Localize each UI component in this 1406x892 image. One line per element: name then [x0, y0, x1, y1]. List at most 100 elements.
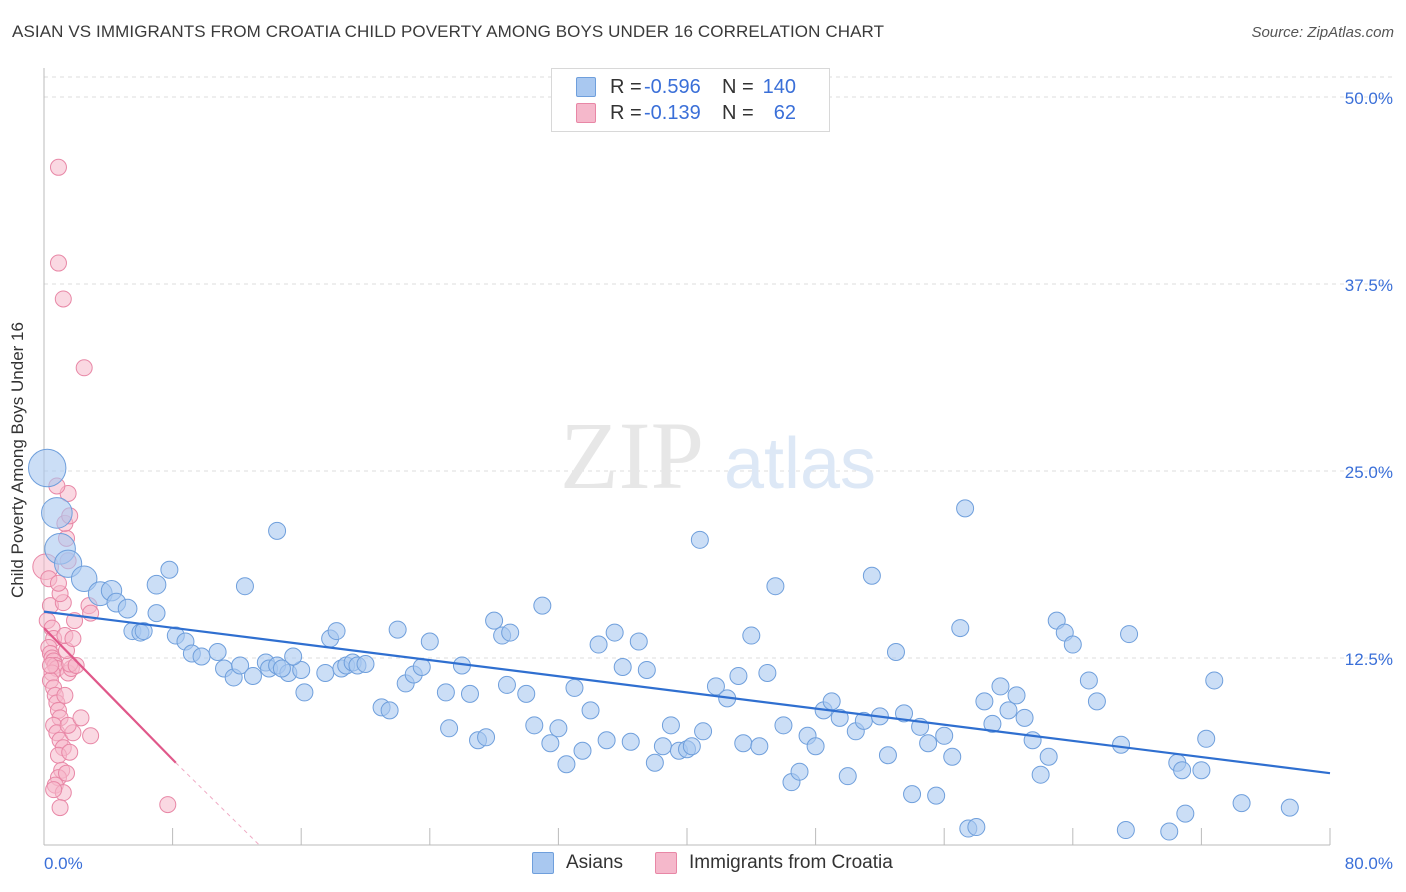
croatia-point — [72, 709, 90, 727]
chart-source: Source: ZipAtlas.com — [1251, 24, 1394, 41]
legend-n-value: 62 — [773, 101, 796, 124]
asian-point — [1197, 729, 1216, 748]
legend-r-label: R = — [610, 75, 642, 98]
legend-swatch-croatia — [576, 103, 596, 123]
asian-point — [565, 678, 584, 697]
legend-item-croatia[interactable]: Immigrants from Croatia — [655, 852, 893, 874]
asian-point — [146, 574, 167, 595]
croatia-point — [45, 781, 63, 799]
croatia-trend-line — [43, 627, 177, 764]
asian-point — [742, 626, 761, 645]
asian-point — [208, 643, 227, 662]
asian-point — [766, 577, 785, 596]
asian-point — [983, 714, 1002, 733]
croatia-point — [49, 574, 67, 592]
asian-point — [653, 737, 672, 756]
asian-point — [117, 598, 138, 619]
y-axis-title: Child Poverty Among Boys Under 16 — [8, 322, 27, 598]
croatia-point — [41, 656, 59, 674]
asian-point — [292, 660, 311, 679]
asian-point — [243, 666, 262, 685]
croatia-point — [82, 727, 100, 745]
asian-point — [41, 497, 73, 529]
legend-r-value: -0.596 — [644, 75, 701, 98]
series-asian-points — [28, 448, 1299, 841]
asian-point — [621, 732, 640, 751]
asian-point — [147, 604, 166, 623]
asian-point — [1063, 635, 1082, 654]
asian-point — [951, 619, 970, 638]
croatia-point — [54, 290, 72, 308]
asian-point — [356, 654, 375, 673]
asian-point — [613, 657, 632, 676]
asian-point — [549, 719, 568, 738]
asian-point — [1232, 794, 1251, 813]
asian-point — [70, 565, 98, 592]
asian-point — [525, 716, 544, 735]
asian-point — [758, 663, 777, 682]
legend-r-value: -0.139 — [644, 101, 701, 124]
asian-point — [956, 499, 975, 518]
asian-point — [706, 677, 725, 696]
asian-point — [806, 737, 825, 756]
y-tick-label: 25.0% — [1345, 463, 1393, 482]
asian-point — [268, 521, 287, 540]
tick-labels: 12.5% 25.0% 37.5% 50.0% 0.0% 80.0% — [44, 89, 1393, 873]
asian-point — [682, 737, 701, 756]
asian-point — [1280, 798, 1299, 817]
legend-n-label: N = — [722, 75, 754, 98]
asian-point — [1112, 735, 1131, 754]
asian-point — [517, 684, 536, 703]
asian-point — [581, 701, 600, 720]
croatia-point — [159, 796, 177, 814]
asian-point — [420, 632, 439, 651]
asian-point — [927, 786, 946, 805]
asian-point — [822, 692, 841, 711]
asian-point — [750, 737, 769, 756]
asian-point — [460, 684, 479, 703]
legend-swatch-asian — [576, 77, 596, 97]
legend-n-label: N = — [722, 101, 754, 124]
asian-point — [1031, 765, 1050, 784]
asian-point — [790, 762, 809, 781]
asian-point — [975, 692, 994, 711]
asian-point — [327, 622, 346, 641]
asian-point — [943, 747, 962, 766]
croatia-point — [75, 359, 93, 377]
legend-item-asians[interactable]: Asians — [532, 852, 623, 874]
croatia-point — [49, 254, 67, 272]
asian-point — [935, 726, 954, 745]
asian-point — [1087, 692, 1106, 711]
asian-point — [1173, 761, 1192, 780]
asian-point — [477, 728, 496, 747]
croatia-point — [49, 158, 67, 176]
asian-point — [1007, 686, 1026, 705]
correlation-legend: R = -0.596 N = 140 R = -0.139 N = 62 — [551, 68, 830, 132]
chart-title: ASIAN VS IMMIGRANTS FROM CROATIA CHILD P… — [12, 22, 885, 41]
legend-label-croatia: Immigrants from Croatia — [689, 852, 893, 873]
series-legend: Asians Immigrants from Croatia — [532, 852, 925, 874]
croatia-trend-extension — [175, 762, 260, 846]
asian-point — [533, 596, 552, 615]
asian-point — [160, 560, 179, 579]
asian-point — [557, 755, 576, 774]
trend-lines — [43, 610, 1331, 846]
asian-point — [1079, 671, 1098, 690]
asian-point — [485, 611, 504, 630]
asian-point — [497, 675, 516, 694]
asian-point — [903, 785, 922, 804]
asian-point — [1116, 821, 1135, 840]
asian-point — [967, 818, 986, 837]
asian-point — [830, 708, 849, 727]
asian-point — [1120, 625, 1139, 644]
legend-r-label: R = — [610, 101, 642, 124]
gridlines — [44, 76, 1392, 659]
asian-point — [991, 677, 1010, 696]
asian-point — [838, 767, 857, 786]
legend-label-asians: Asians — [566, 852, 624, 873]
asian-point — [192, 647, 211, 666]
asian-point — [605, 623, 624, 642]
asian-point — [541, 734, 560, 753]
croatia-point — [61, 743, 79, 761]
